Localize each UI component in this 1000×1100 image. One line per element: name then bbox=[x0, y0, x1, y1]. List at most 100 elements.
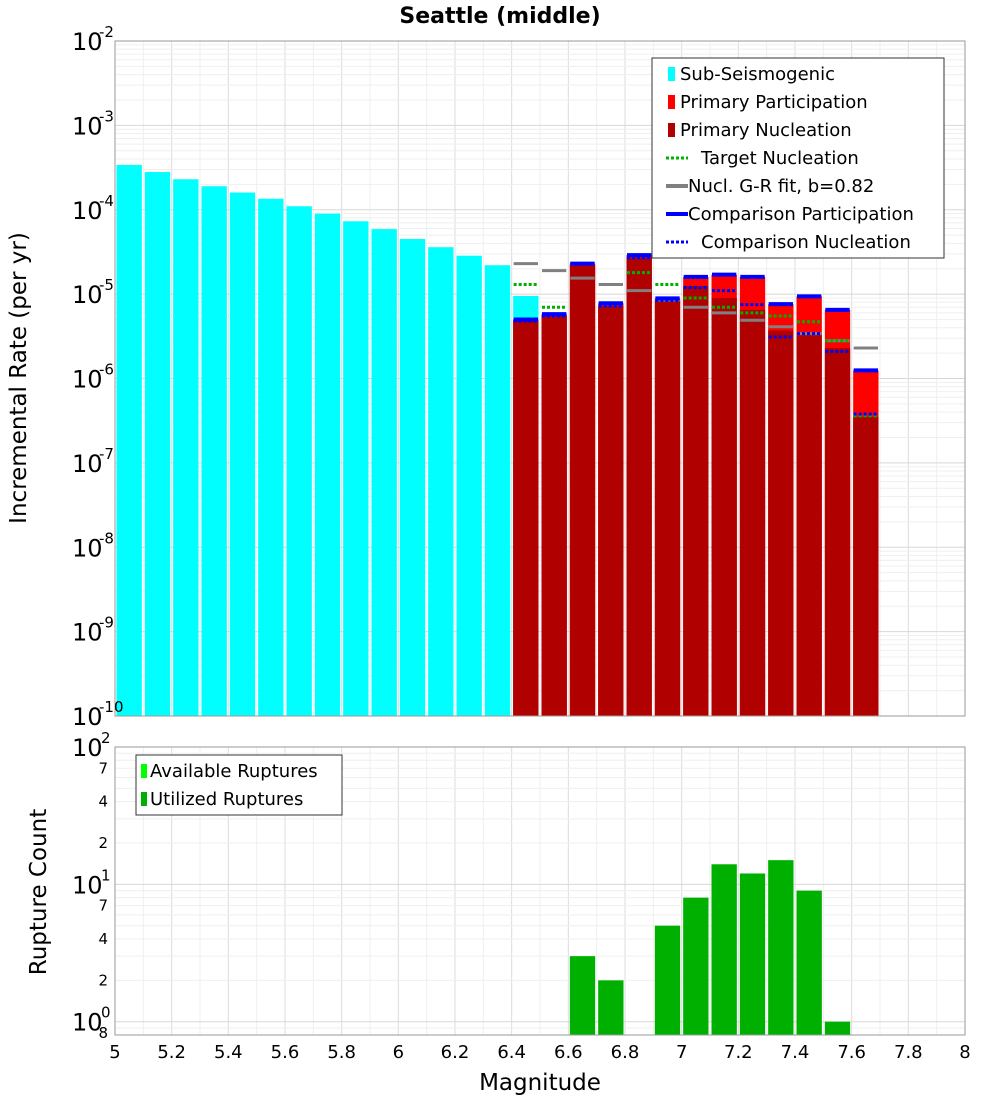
top-legend-box bbox=[651, 57, 945, 259]
primary-nucleation-bar bbox=[853, 416, 879, 716]
x-tick-label: 5 bbox=[109, 1042, 120, 1063]
top-plot-frame bbox=[114, 40, 966, 717]
x-tick-label: 6.4 bbox=[497, 1042, 526, 1063]
y-tick-exponent: 2 bbox=[101, 729, 111, 747]
primary-nucleation-bar bbox=[569, 265, 596, 716]
primary-nucleation-bar bbox=[739, 309, 766, 716]
y-tick-exponent: -3 bbox=[99, 107, 114, 125]
legend-swatch bbox=[668, 95, 675, 109]
y-minor-tick-label: 2 bbox=[98, 834, 108, 852]
x-tick-label: 7.2 bbox=[724, 1042, 753, 1063]
y-tick-exponent: 0 bbox=[101, 1004, 111, 1022]
legend-label: Utilized Ruptures bbox=[150, 789, 303, 810]
y-tick-label: 10 bbox=[72, 112, 103, 140]
primary-nucleation-bar bbox=[768, 330, 794, 716]
sub-seismogenic-bar bbox=[484, 265, 511, 716]
legend-swatch bbox=[141, 792, 147, 806]
x-tick-label: 6.6 bbox=[554, 1042, 583, 1063]
legend-label: Primary Nucleation bbox=[680, 120, 852, 141]
legend-label: Comparison Participation bbox=[688, 204, 914, 225]
x-tick-label: 8 bbox=[959, 1042, 970, 1063]
y-tick-exponent: -7 bbox=[99, 445, 114, 463]
y-tick-label: 10 bbox=[72, 734, 103, 762]
y-tick-exponent: 1 bbox=[101, 866, 111, 884]
sub-seismogenic-bar bbox=[456, 255, 482, 716]
bottom-plot-frame bbox=[114, 746, 966, 1036]
sub-seismogenic-bar bbox=[116, 164, 142, 716]
y-minor-tick-label: 2 bbox=[98, 971, 108, 989]
primary-nucleation-bar bbox=[711, 297, 737, 716]
x-tick-label: 6 bbox=[393, 1042, 404, 1063]
sub-seismogenic-bar bbox=[258, 198, 284, 717]
y-tick-label: 10 bbox=[72, 871, 103, 899]
primary-nucleation-bar bbox=[683, 285, 709, 716]
y-tick-label: 10 bbox=[72, 450, 103, 478]
chart-title: Seattle (middle) bbox=[399, 4, 600, 29]
x-tick-label: 6.8 bbox=[611, 1042, 640, 1063]
x-tick-label: 7 bbox=[676, 1042, 687, 1063]
y-minor-tick-label: 7 bbox=[98, 897, 108, 915]
primary-nucleation-bar bbox=[796, 334, 822, 716]
utilized-ruptures-bar bbox=[711, 864, 737, 1035]
legend-label: Nucl. G-R fit, b=0.82 bbox=[688, 176, 874, 197]
x-tick-label: 7.4 bbox=[781, 1042, 810, 1063]
sub-seismogenic-bar bbox=[314, 213, 341, 717]
primary-nucleation-bar bbox=[541, 316, 567, 716]
sub-seismogenic-bar bbox=[428, 247, 454, 716]
utilized-ruptures-bar bbox=[598, 980, 624, 1035]
y-tick-exponent: -5 bbox=[99, 276, 114, 294]
legend-label: Available Ruptures bbox=[150, 761, 318, 782]
top-plot: 10-1010-910-810-710-610-510-410-310-2Sub… bbox=[72, 23, 966, 731]
bottom-y-axis-label: Rupture Count bbox=[26, 809, 52, 975]
sub-seismogenic-bar bbox=[201, 186, 227, 716]
primary-nucleation-bar bbox=[824, 347, 851, 716]
y-tick-label: 10 bbox=[72, 366, 103, 394]
primary-nucleation-bar bbox=[626, 257, 652, 716]
sub-seismogenic-bar bbox=[343, 221, 369, 716]
sub-seismogenic-bar bbox=[371, 229, 397, 717]
y-tick-exponent: -8 bbox=[99, 529, 114, 547]
x-tick-label: 5.8 bbox=[327, 1042, 356, 1063]
primary-nucleation-bar bbox=[654, 300, 681, 716]
y-tick-label: 10 bbox=[72, 28, 103, 56]
y-tick-exponent: -9 bbox=[99, 614, 114, 632]
y-tick-exponent: -4 bbox=[99, 192, 114, 210]
y-tick-label: 10 bbox=[72, 197, 103, 225]
y-tick-label: 10 bbox=[72, 1009, 103, 1037]
legend-swatch bbox=[141, 764, 147, 778]
y-tick-label: 10 bbox=[72, 534, 103, 562]
sub-seismogenic-bar bbox=[229, 192, 256, 717]
legend-label: Sub-Seismogenic bbox=[680, 64, 835, 85]
legend-label: Primary Participation bbox=[680, 92, 868, 113]
x-tick-label: 7.8 bbox=[894, 1042, 923, 1063]
legend-swatch bbox=[668, 67, 675, 81]
legend-swatch bbox=[668, 123, 675, 137]
primary-nucleation-bar bbox=[598, 306, 624, 716]
y-tick-label: 10 bbox=[72, 619, 103, 647]
y-tick-exponent: -2 bbox=[99, 23, 114, 41]
x-tick-label: 5.4 bbox=[214, 1042, 243, 1063]
utilized-ruptures-bar bbox=[768, 860, 794, 1035]
x-tick-label: 5.6 bbox=[271, 1042, 300, 1063]
utilized-ruptures-bar bbox=[569, 956, 596, 1035]
y-tick-exponent: -6 bbox=[99, 361, 114, 379]
sub-seismogenic-bar bbox=[173, 179, 199, 716]
bottom-legend-box bbox=[135, 754, 343, 816]
x-tick-label: 6.2 bbox=[441, 1042, 470, 1063]
x-tick-label: 5.2 bbox=[157, 1042, 186, 1063]
primary-nucleation-bar bbox=[513, 321, 539, 716]
y-minor-tick-label: 7 bbox=[98, 759, 108, 777]
utilized-ruptures-bar bbox=[796, 890, 822, 1035]
sub-seismogenic-bar bbox=[399, 239, 426, 716]
sub-seismogenic-bar bbox=[286, 206, 312, 716]
y-tick-label: 10 bbox=[72, 281, 103, 309]
y-tick-label: 10 bbox=[72, 703, 103, 731]
top-y-axis-label: Incremental Rate (per yr) bbox=[6, 232, 32, 524]
y-minor-tick-label: 4 bbox=[98, 793, 108, 811]
y-minor-tick-label: 8 bbox=[98, 1024, 108, 1042]
utilized-ruptures-bar bbox=[654, 925, 681, 1035]
legend-label: Target Nucleation bbox=[700, 148, 859, 169]
utilized-ruptures-bar bbox=[739, 873, 766, 1035]
